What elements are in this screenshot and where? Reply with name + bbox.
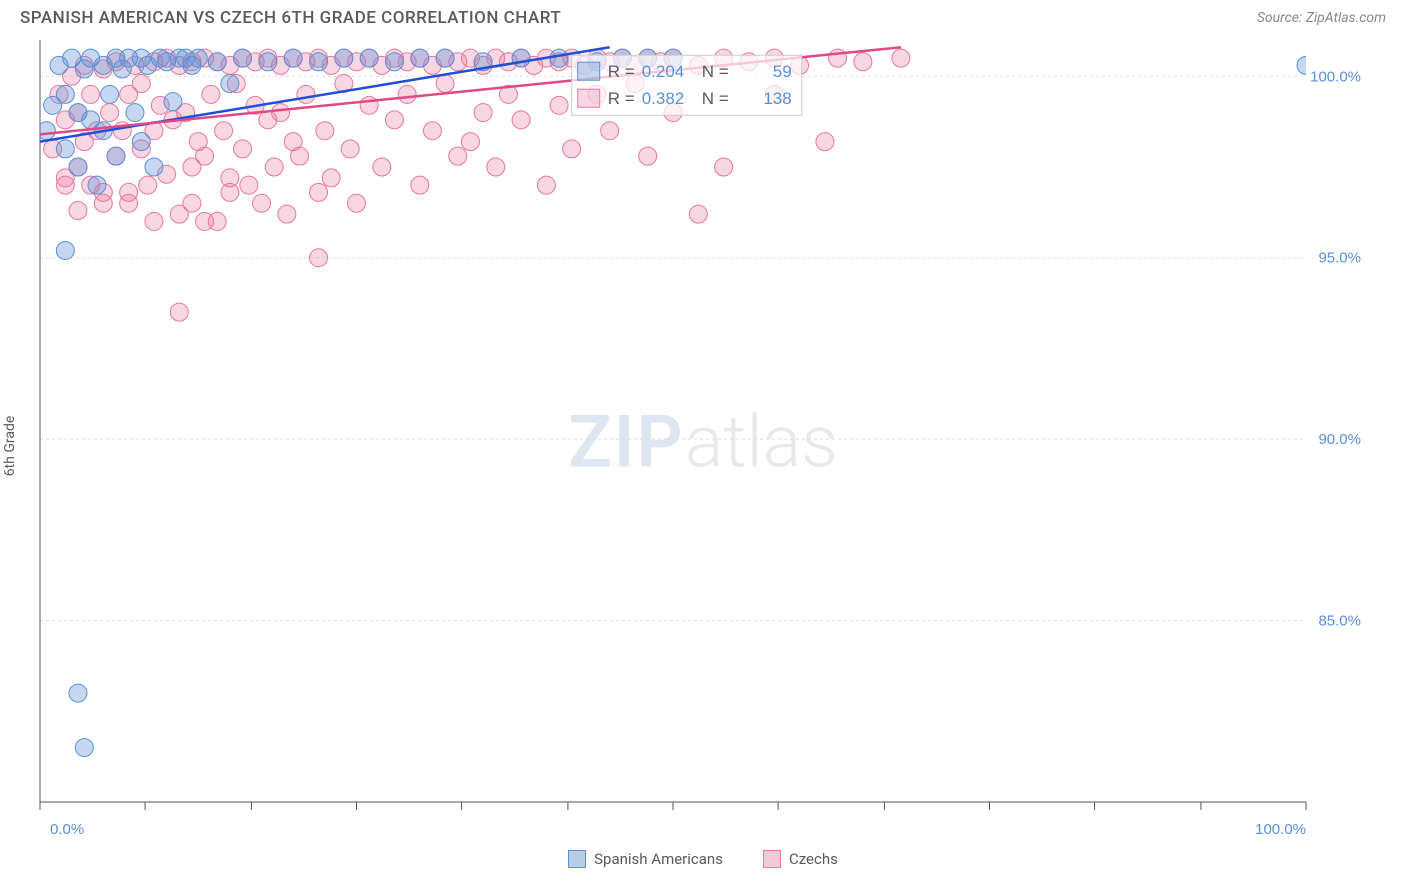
scatter-chart: 85.0% 90.0% 95.0% 100.0% 0.0% 100.0% R = 0.204 N…	[0, 0, 1406, 892]
svg-text:0.0%: 0.0%	[50, 821, 84, 838]
svg-text:R =: R =	[608, 62, 635, 81]
legend-swatch	[763, 850, 781, 868]
svg-text:95.0%: 95.0%	[1318, 250, 1361, 267]
legend-label: Spanish Americans	[594, 850, 723, 868]
svg-text:59: 59	[773, 62, 792, 81]
legend-item: Spanish Americans	[568, 850, 723, 868]
legend-swatch	[568, 850, 586, 868]
svg-text:90.0%: 90.0%	[1318, 431, 1361, 448]
svg-text:N =: N =	[702, 89, 729, 108]
legend: Spanish Americans Czechs	[0, 850, 1406, 868]
legend-item: Czechs	[763, 850, 838, 868]
svg-text:0.382: 0.382	[642, 89, 685, 108]
svg-text:N =: N =	[702, 62, 729, 81]
svg-text:R =: R =	[608, 89, 635, 108]
legend-label: Czechs	[789, 850, 838, 868]
svg-text:100.0%: 100.0%	[1255, 821, 1306, 838]
svg-text:100.0%: 100.0%	[1310, 68, 1361, 85]
svg-text:0.204: 0.204	[642, 62, 685, 81]
svg-text:138: 138	[763, 89, 791, 108]
svg-text:85.0%: 85.0%	[1318, 613, 1361, 630]
